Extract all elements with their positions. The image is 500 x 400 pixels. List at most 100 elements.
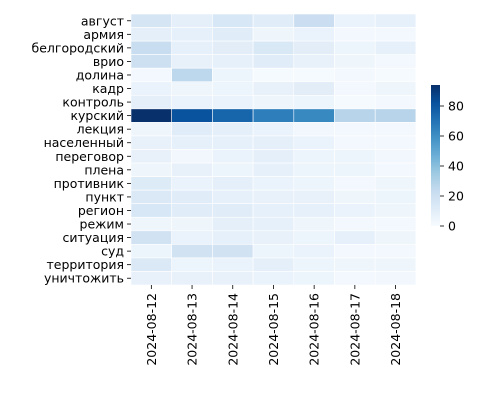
heatmap-cell [212,95,254,110]
heatmap-cell [130,54,173,69]
heatmap-cell [252,27,295,42]
heatmap-cell [171,216,213,232]
heatmap-cell [374,257,417,272]
heatmap-cell [374,122,417,137]
heatmap-cell [374,27,417,42]
heatmap-cell [171,13,213,28]
heatmap-cell [252,176,295,191]
heatmap-cell [334,67,376,83]
colorbar-tick-label: 60 [448,129,464,144]
heatmap-cell [334,216,376,232]
heatmap-cell [374,95,417,110]
heatmap-cell [171,27,213,42]
heatmap-cell [374,149,417,164]
y-tick-label: территория [47,257,124,272]
heatmap-cell [212,67,254,83]
colorbar: 0 20 40 60 80 [431,85,464,234]
heatmap-cell [252,122,295,137]
heatmap-cell [293,95,335,110]
y-tick-label: врио [93,54,124,69]
heatmap-cell [374,13,417,28]
heatmap-cell [212,189,254,204]
heatmap-cell [334,149,376,164]
heatmap-cell [212,203,254,218]
heatmap-cell [171,271,213,286]
heatmap-cell [293,13,335,28]
heatmap-cell [293,122,335,137]
heatmap-cell [334,40,376,55]
heatmap-cell [171,95,213,110]
heatmap-cell [334,257,376,272]
heatmap-cell [171,135,213,150]
heatmap-cell [171,149,213,164]
heatmap-cell [334,95,376,110]
heatmap-cell [252,54,295,69]
y-tick-label: белгородский [32,40,125,55]
y-tick-label: курский [70,108,124,123]
y-axis-labels: августармиябелгородскийвриодолинакадркон… [32,13,131,286]
heatmap-cell [252,162,295,177]
heatmap-cell [130,189,173,204]
heatmap-cell [212,176,254,191]
x-tick-label: 2024-08-13 [185,293,200,366]
heatmap-cell [252,95,295,110]
heatmap-cell [171,40,213,55]
colorbar-tick-label: 80 [448,99,464,114]
y-tick-label: пункт [85,189,124,204]
heatmap-cell [130,162,173,177]
heatmap-cell [252,81,295,96]
heatmap-cell [334,176,376,191]
heatmap-cell [130,271,173,286]
heatmap-cell [293,230,335,245]
heatmap-cell [334,27,376,42]
heatmap-cell [293,203,335,218]
heatmap-cell [130,81,173,96]
heatmap-cell [171,176,213,191]
heatmap-cell [212,27,254,42]
heatmap-cell [212,244,254,259]
heatmap-cell [171,244,213,259]
heatmap-cell [130,176,173,191]
y-tick-label: плена [84,162,124,177]
heatmap-cell [212,54,254,69]
x-tick-label: 2024-08-15 [266,293,281,366]
heatmap-cell [212,230,254,245]
colorbar-tick-label: 0 [448,219,456,234]
colorbar-tick-label: 40 [448,159,464,174]
x-axis-labels: 2024-08-12 2024-08-13 2024-08-14 2024-08-15… [144,285,403,366]
heatmap-cell [212,108,254,123]
heatmap-cell [130,108,173,123]
x-tick-label: 2024-08-17 [347,293,362,366]
y-tick-label: населенный [44,135,124,150]
heatmap-cell [374,108,417,123]
heatmap-cell [212,81,254,96]
heatmap-cell [252,149,295,164]
heatmap-cell [374,189,417,204]
heatmap-cell [293,257,335,272]
heatmap-cell [293,176,335,191]
x-tick-label: 2024-08-16 [307,293,322,366]
heatmap-cell [334,162,376,177]
heatmap-cell [252,216,295,232]
heatmap-cell [212,122,254,137]
heatmap-cell [293,216,335,232]
heatmap-cell [334,122,376,137]
heatmap-cell [252,244,295,259]
y-tick-label: армия [83,27,124,42]
heatmap-cell [171,81,213,96]
heatmap-cell [293,81,335,96]
heatmap-cell [293,135,335,150]
y-tick-label: суд [101,244,124,259]
heatmap-cell [252,271,295,286]
heatmap-cell [252,13,295,28]
y-tick-label: долина [76,67,124,82]
heatmap-cell [212,271,254,286]
y-tick-label: уничтожить [44,271,124,286]
heatmap-cell [252,108,295,123]
heatmap-cell [130,149,173,164]
heatmap-cell [374,230,417,245]
heatmap-cell [374,176,417,191]
heatmap-cell [334,13,376,28]
x-tick-label: 2024-08-12 [144,293,159,366]
